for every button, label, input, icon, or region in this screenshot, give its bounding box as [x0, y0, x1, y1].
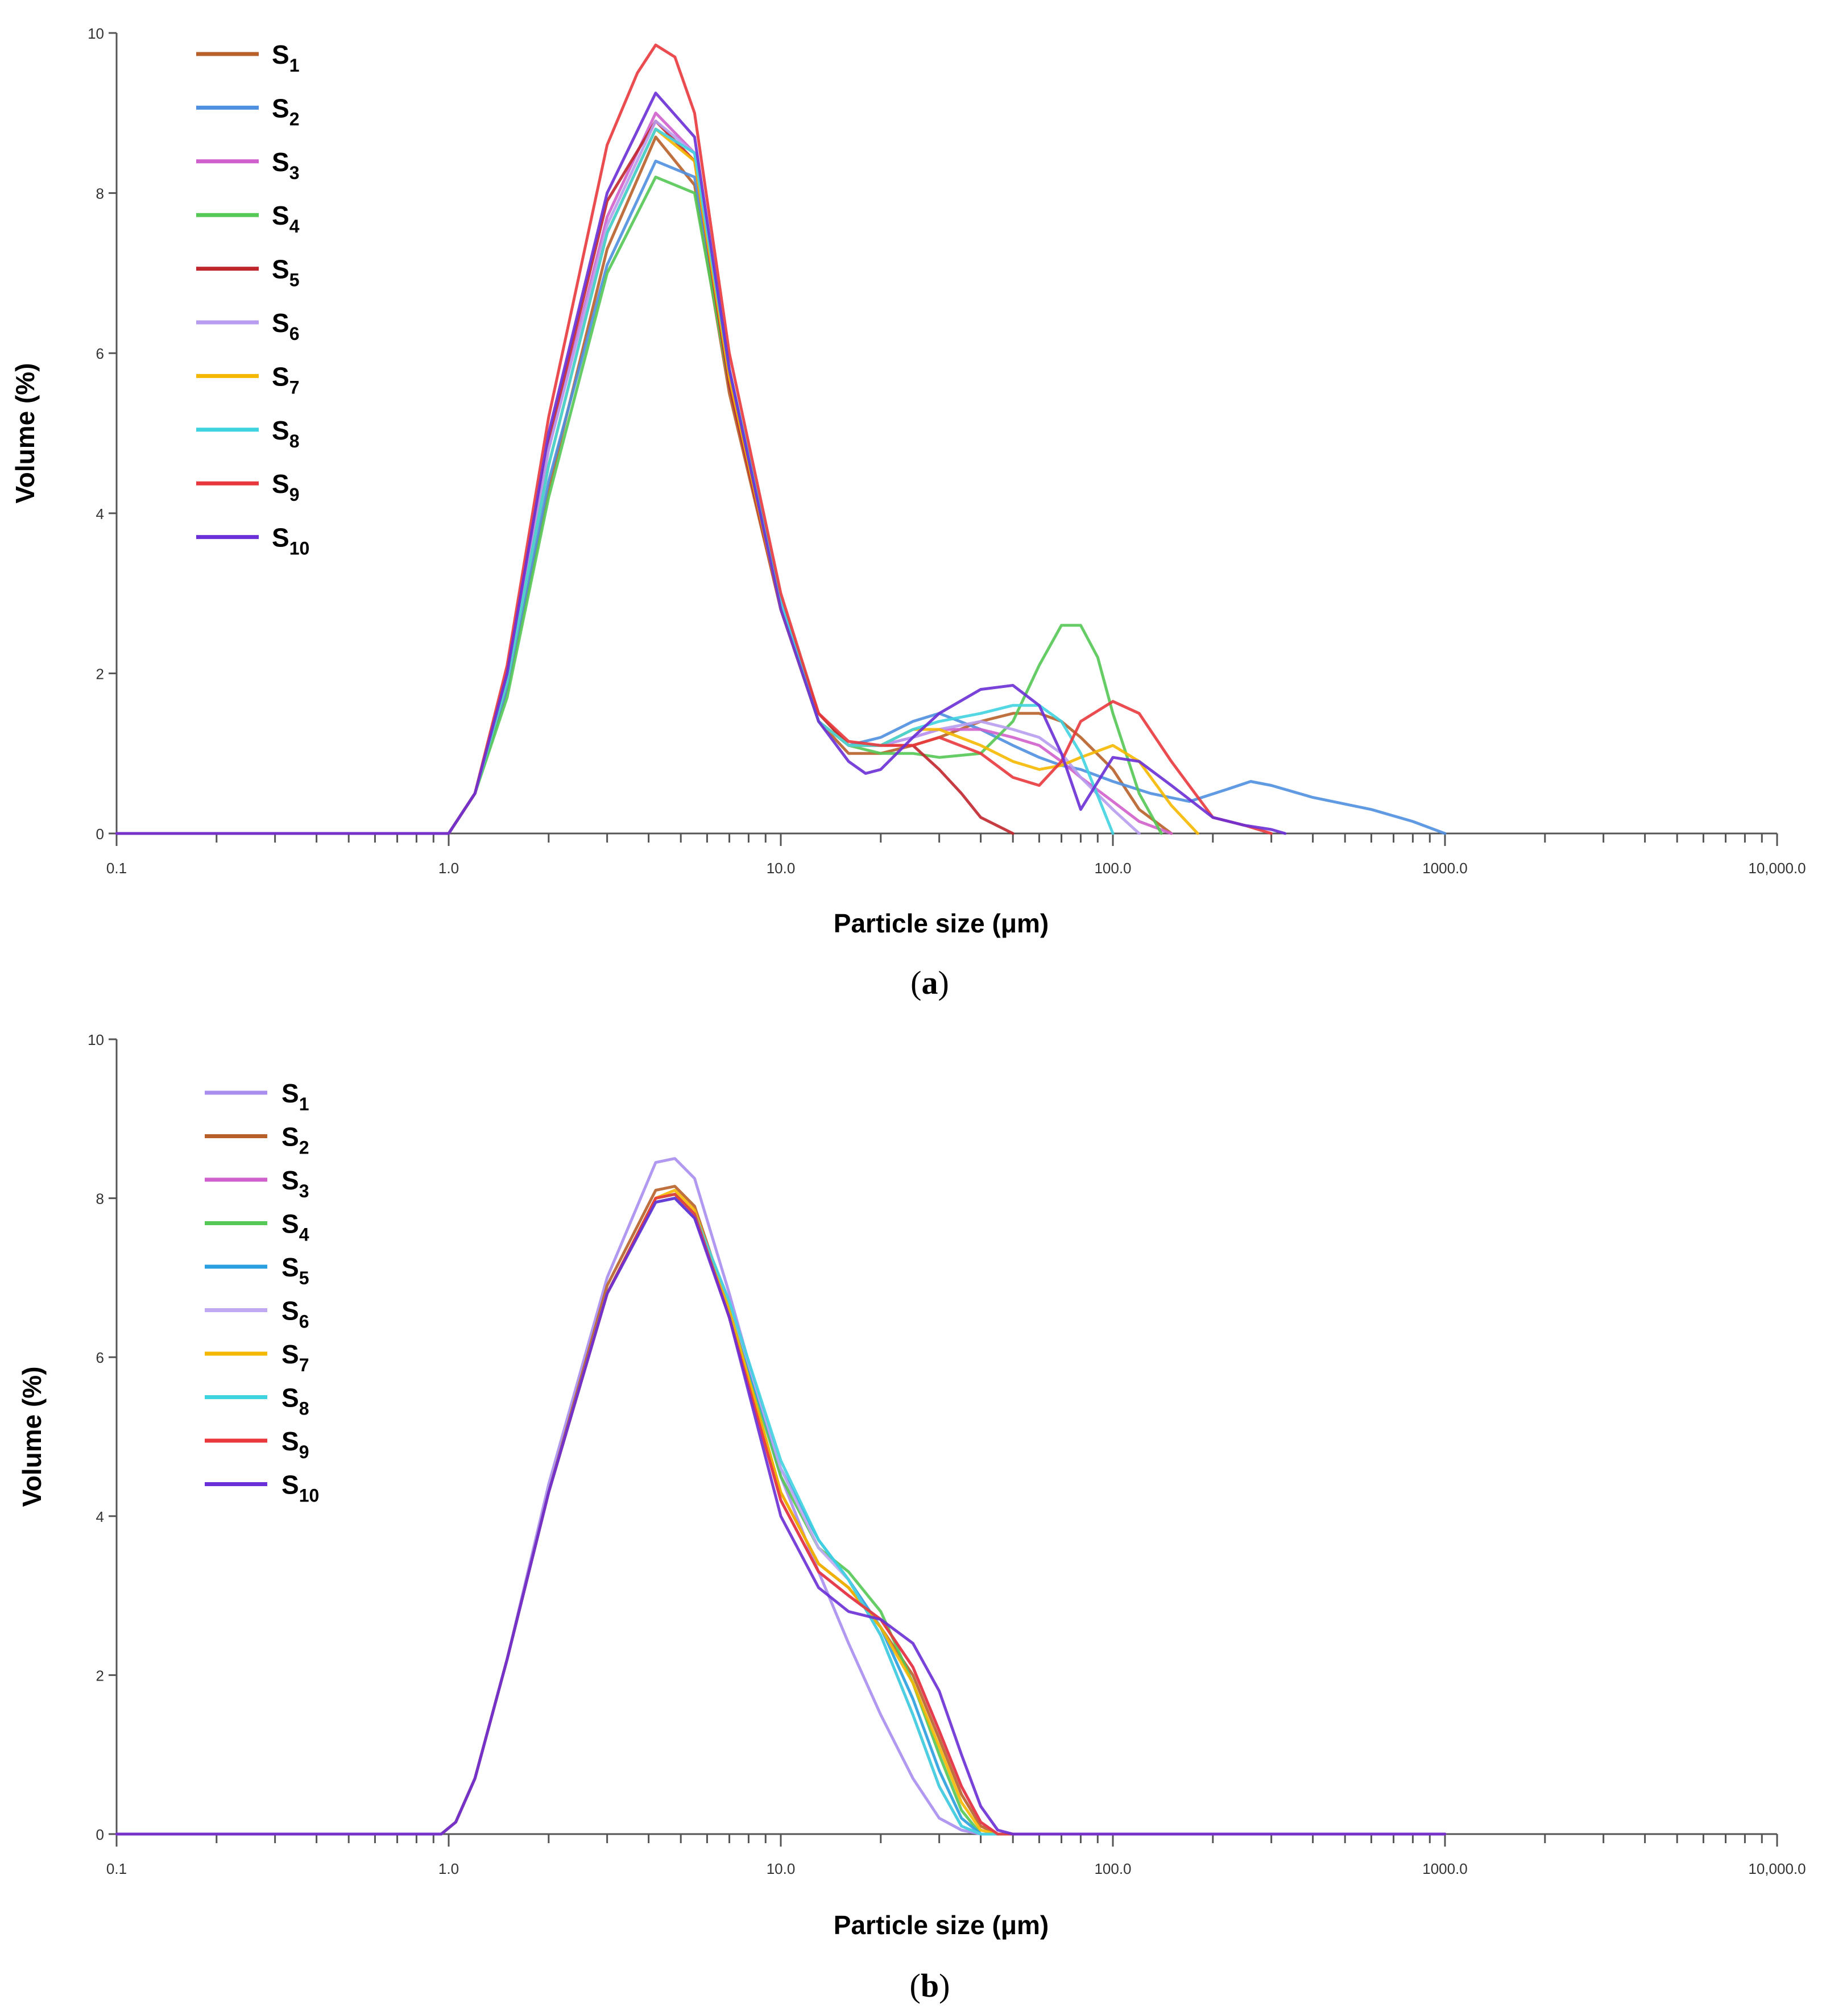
legend-label: S7 — [272, 362, 299, 397]
y-axis-label: Volume (%) — [17, 1366, 47, 1507]
legend-label: S3 — [281, 1165, 309, 1201]
y-tick-label: 0 — [96, 826, 104, 843]
x-tick-label: 100.0 — [1094, 1860, 1131, 1877]
legend-label: S6 — [272, 308, 299, 344]
legend-label: S3 — [272, 147, 299, 183]
y-tick-label: 2 — [96, 665, 104, 682]
series-line-s9 — [115, 43, 1273, 835]
legend-label: S1 — [272, 40, 299, 76]
chart-b: 0.1 1.0 10.0 100.0 1000.0 10,000.0 0 2 4 6 8 10 Part… — [17, 1031, 1806, 2004]
series-line-s2 — [115, 159, 1447, 835]
legend-label: S4 — [281, 1209, 309, 1245]
series-line-s10 — [115, 1197, 1447, 1836]
legend-label: S7 — [281, 1339, 309, 1375]
x-tick-label: 10,000.0 — [1748, 1860, 1806, 1877]
chart-a: 0.1 1.0 10.0 100.0 1000.0 10,000.0 0 2 4 6 8 10 Part… — [10, 25, 1806, 1001]
legend-label: S4 — [272, 201, 300, 237]
x-tick-label: 10.0 — [767, 860, 796, 877]
legend-label: S8 — [281, 1383, 309, 1419]
y-tick-label: 4 — [96, 505, 104, 522]
x-axis-label: Particle size (μm) — [834, 1910, 1049, 1940]
y-tick-label: 0 — [96, 1826, 104, 1843]
legend-label: S2 — [272, 93, 299, 129]
legend-label: S5 — [272, 255, 299, 291]
x-tick-label: 10.0 — [767, 1860, 796, 1877]
legend-label: S10 — [272, 523, 309, 559]
panel-label: (a) — [910, 964, 949, 1001]
legend-label: S9 — [272, 469, 299, 505]
series-line-s5 — [115, 119, 1015, 835]
x-axis-label: Particle size (μm) — [834, 909, 1049, 938]
x-tick-label: 1000.0 — [1422, 860, 1468, 877]
y-tick-label: 8 — [96, 1190, 104, 1208]
x-tick-label: 1.0 — [438, 860, 459, 877]
x-tick-label: 1.0 — [438, 1860, 459, 1877]
x-tick-label: 0.1 — [106, 1860, 127, 1877]
y-axis-label: Volume (%) — [10, 363, 40, 503]
y-tick-label: 10 — [88, 1031, 104, 1048]
series-line-s10 — [115, 92, 1287, 835]
y-tick-label: 6 — [96, 1349, 104, 1366]
series-line-s2 — [115, 1185, 1447, 1836]
legend-label: S6 — [281, 1296, 309, 1332]
x-tick-label: 0.1 — [106, 860, 127, 877]
series-line-s4 — [115, 175, 1163, 835]
legend-label: S10 — [281, 1470, 319, 1506]
y-tick-label: 10 — [88, 25, 104, 42]
y-tick-label: 2 — [96, 1667, 104, 1684]
panel-label: (b) — [910, 1967, 950, 2004]
legend-label: S8 — [272, 416, 299, 451]
y-tick-label: 6 — [96, 345, 104, 362]
legend-label: S2 — [281, 1122, 309, 1158]
y-tick-label: 8 — [96, 185, 104, 202]
y-tick-label: 4 — [96, 1508, 104, 1525]
x-tick-label: 10,000.0 — [1748, 860, 1806, 877]
x-tick-label: 100.0 — [1094, 860, 1131, 877]
legend-label: S5 — [281, 1252, 309, 1288]
legend-label: S9 — [281, 1426, 309, 1462]
legend-label: S1 — [281, 1078, 309, 1114]
x-tick-label: 1000.0 — [1422, 1860, 1468, 1877]
series-line-s6 — [115, 119, 1141, 835]
